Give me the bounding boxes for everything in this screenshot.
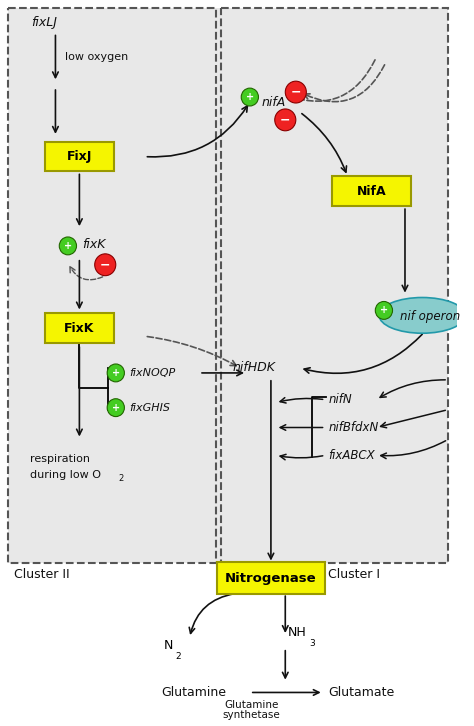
Text: FixK: FixK	[64, 322, 95, 335]
Text: fixNOQP: fixNOQP	[129, 368, 175, 378]
Text: 2: 2	[118, 473, 124, 483]
Circle shape	[95, 254, 116, 276]
Text: −: −	[280, 113, 291, 126]
Text: nifN: nifN	[328, 393, 352, 407]
Text: synthetase: synthetase	[223, 710, 281, 720]
Text: N: N	[164, 640, 173, 653]
FancyBboxPatch shape	[332, 176, 411, 206]
Text: fixK: fixK	[82, 238, 106, 251]
Text: NH: NH	[288, 627, 307, 640]
Circle shape	[241, 88, 258, 106]
Text: nifA: nifA	[261, 96, 286, 108]
Circle shape	[275, 109, 296, 131]
Circle shape	[285, 81, 306, 103]
Text: Cluster II: Cluster II	[14, 568, 70, 581]
Bar	[8, 8, 216, 563]
Text: 3: 3	[309, 639, 315, 648]
Text: during low O: during low O	[29, 470, 100, 480]
Text: nifHDK: nifHDK	[233, 362, 275, 375]
Bar	[221, 8, 448, 563]
Text: −: −	[291, 86, 301, 99]
Text: 2: 2	[175, 652, 181, 661]
Text: +: +	[112, 368, 120, 378]
Circle shape	[59, 237, 76, 255]
Circle shape	[107, 399, 124, 417]
Bar	[8, 8, 448, 563]
Text: fixABCX: fixABCX	[328, 449, 375, 462]
Text: fixLJ: fixLJ	[31, 16, 57, 29]
Text: FixJ: FixJ	[67, 150, 92, 163]
Text: +: +	[246, 92, 254, 102]
Text: Cluster I: Cluster I	[328, 568, 380, 581]
Text: Glutamine: Glutamine	[225, 701, 279, 710]
Text: nifBfdxN: nifBfdxN	[328, 421, 379, 434]
Text: fixGHIS: fixGHIS	[129, 403, 170, 412]
Text: Glutamine: Glutamine	[161, 686, 226, 699]
Text: +: +	[380, 306, 388, 315]
Text: NifA: NifA	[356, 185, 386, 197]
Ellipse shape	[379, 298, 465, 333]
Text: low oxygen: low oxygen	[65, 52, 128, 62]
Text: +: +	[112, 403, 120, 412]
Text: −: −	[100, 258, 110, 272]
FancyBboxPatch shape	[45, 314, 114, 343]
Text: respiration: respiration	[29, 454, 90, 464]
FancyBboxPatch shape	[45, 142, 114, 171]
Text: +: +	[64, 241, 72, 251]
Text: nif operon: nif operon	[400, 310, 460, 323]
Text: Nitrogenase: Nitrogenase	[225, 572, 317, 585]
Circle shape	[107, 364, 124, 382]
FancyBboxPatch shape	[217, 563, 325, 594]
Circle shape	[375, 301, 392, 319]
Text: Glutamate: Glutamate	[328, 686, 395, 699]
